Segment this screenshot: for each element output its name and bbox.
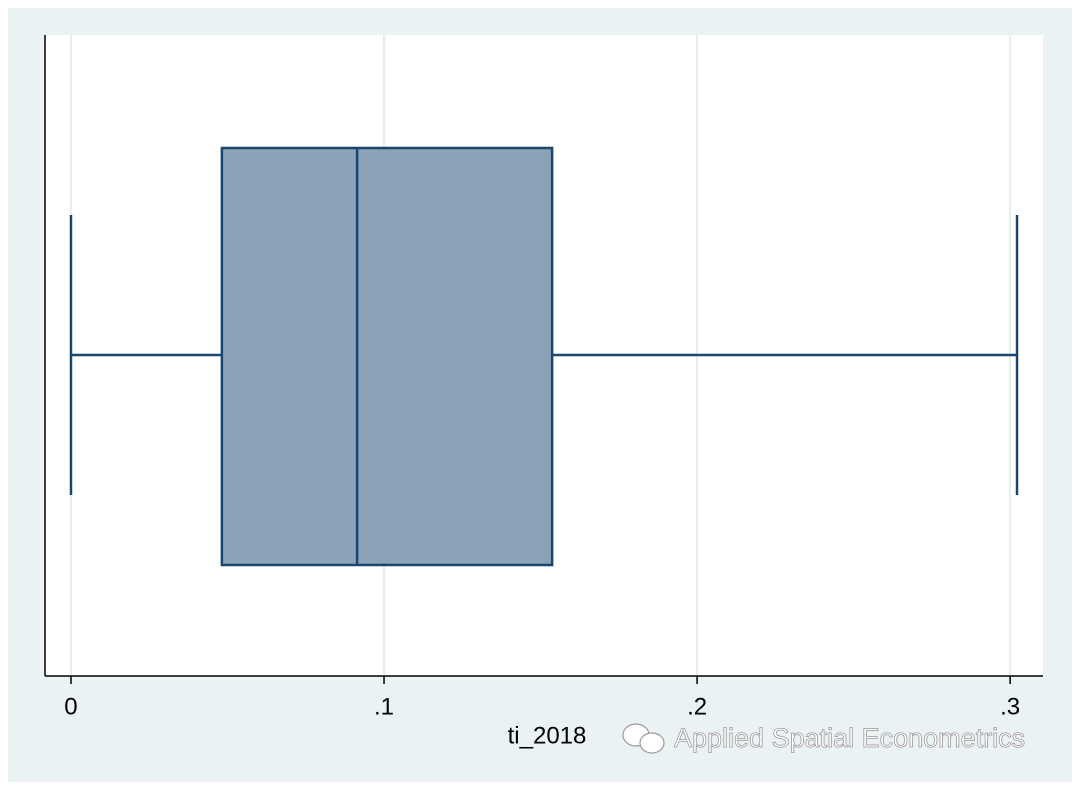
x-tick-label: 0	[64, 693, 77, 720]
x-tick-label: .3	[1000, 693, 1020, 720]
box	[220, 146, 554, 567]
x-axis-title: ti_2018	[508, 722, 587, 749]
box-plot	[69, 146, 1019, 567]
x-axis: 0 .1 .2 .3	[64, 676, 1020, 720]
x-tick-label: .2	[687, 693, 707, 720]
watermark: Applied Spatial Econometrics	[674, 723, 1025, 753]
x-tick-label: .1	[374, 693, 394, 720]
watermark-icon	[622, 723, 665, 754]
